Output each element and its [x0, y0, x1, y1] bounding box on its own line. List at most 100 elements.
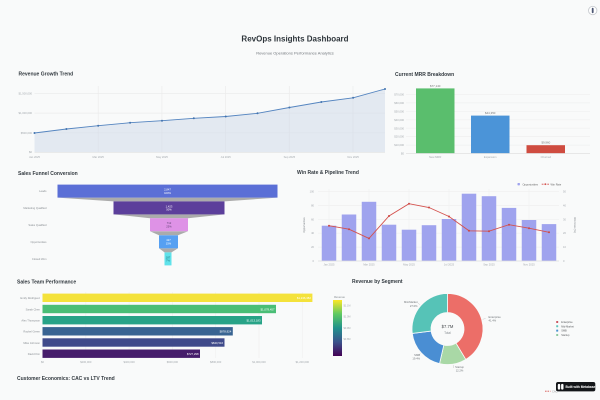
- svg-text:41.4%: 41.4%: [489, 319, 497, 323]
- svg-text:Jul 2025: Jul 2025: [444, 263, 455, 267]
- svg-text:$1,013,183: $1,013,183: [247, 319, 261, 323]
- svg-text:$40,000: $40,000: [394, 118, 404, 122]
- svg-text:Sales Team Performance: Sales Team Performance: [17, 280, 76, 286]
- svg-text:Revenue by Segment: Revenue by Segment: [352, 279, 403, 285]
- svg-text:25%: 25%: [166, 225, 172, 229]
- svg-text:2,847: 2,847: [164, 188, 171, 192]
- svg-text:15%: 15%: [166, 242, 172, 246]
- svg-text:$50,000: $50,000: [394, 109, 404, 113]
- svg-text:Emily Rodriguez: Emily Rodriguez: [20, 296, 40, 300]
- svg-text:Revenue: Revenue: [334, 295, 345, 299]
- svg-text:60: 60: [311, 217, 314, 221]
- svg-text:Rachel Green: Rachel Green: [23, 330, 40, 334]
- svg-text:$400,000: $400,000: [123, 360, 135, 364]
- svg-text:$500,000: $500,000: [21, 131, 33, 135]
- svg-text:$0: $0: [41, 360, 44, 364]
- svg-text:Opportunities: Opportunities: [302, 217, 306, 233]
- svg-text:$0.9M: $0.9M: [344, 327, 351, 330]
- svg-text:0: 0: [563, 259, 565, 263]
- svg-text:$1.1M: $1.1M: [344, 305, 351, 308]
- svg-text:Opportunities: Opportunities: [523, 183, 539, 187]
- svg-text:Mike Johnson: Mike Johnson: [23, 341, 40, 345]
- svg-text:$200,000: $200,000: [80, 360, 92, 364]
- svg-text:Expansion: Expansion: [484, 155, 497, 159]
- svg-text:Revenue Growth Trend: Revenue Growth Trend: [19, 72, 74, 78]
- svg-text:$20,000: $20,000: [394, 135, 404, 139]
- svg-text:Enterprise: Enterprise: [489, 315, 502, 319]
- svg-text:30: 30: [563, 217, 566, 221]
- svg-text:CAC: CAC: [552, 389, 558, 393]
- svg-text:Mid-Market: Mid-Market: [561, 325, 574, 328]
- svg-text:0: 0: [313, 259, 315, 263]
- svg-text:27.0%: 27.0%: [410, 304, 418, 308]
- svg-text:Mid-Market: Mid-Market: [404, 300, 418, 304]
- svg-text:Jan 2025: Jan 2025: [29, 155, 41, 159]
- svg-text:$0: $0: [401, 152, 404, 156]
- svg-text:Sarah Chen: Sarah Chen: [26, 307, 41, 311]
- svg-text:$7.7M: $7.7M: [442, 324, 454, 329]
- svg-text:Customer Economics: CAC vs LTV: Customer Economics: CAC vs LTV Trend: [17, 376, 115, 382]
- svg-text:New MRR: New MRR: [429, 155, 441, 159]
- svg-text:50%: 50%: [166, 208, 172, 212]
- svg-text:100: 100: [310, 190, 315, 194]
- svg-text:$0: $0: [29, 150, 32, 154]
- svg-text:$727,298: $727,298: [187, 352, 199, 356]
- svg-text:80: 80: [311, 203, 314, 207]
- svg-text:$0.8M: $0.8M: [344, 338, 351, 341]
- svg-text:$10,000: $10,000: [394, 143, 404, 147]
- svg-text:100%: 100%: [164, 191, 171, 195]
- svg-text:712: 712: [167, 221, 172, 225]
- svg-text:Win Rate & Pipeline Trend: Win Rate & Pipeline Trend: [297, 170, 359, 176]
- svg-text:Current MRR Breakdown: Current MRR Breakdown: [395, 72, 454, 78]
- svg-text:10: 10: [563, 245, 566, 249]
- svg-text:$1,200,000: $1,200,000: [296, 360, 310, 364]
- svg-text:Startup: Startup: [561, 334, 570, 337]
- svg-text:Mar 2025: Mar 2025: [363, 263, 375, 267]
- svg-text:$1.0M: $1.0M: [344, 316, 351, 319]
- svg-text:Win Rate: Win Rate: [551, 183, 562, 187]
- svg-text:$1,000,000: $1,000,000: [19, 111, 33, 115]
- svg-text:Leads: Leads: [39, 189, 47, 193]
- svg-text:$44,350: $44,350: [485, 111, 496, 115]
- svg-text:Enterprise: Enterprise: [561, 321, 573, 324]
- svg-text:427: 427: [166, 238, 171, 242]
- svg-text:Sales Qualified: Sales Qualified: [28, 223, 47, 227]
- svg-text:$600,000: $600,000: [167, 360, 179, 364]
- svg-text:SMB: SMB: [561, 330, 567, 333]
- svg-text:Startup: Startup: [455, 365, 464, 369]
- svg-text:Total: Total: [444, 331, 451, 335]
- svg-text:May 2025: May 2025: [156, 155, 168, 159]
- svg-text:$1,078,457: $1,078,457: [261, 307, 275, 311]
- svg-text:Closed Won: Closed Won: [32, 257, 47, 261]
- svg-text:$1,246,382: $1,246,382: [297, 296, 311, 300]
- svg-text:Churned: Churned: [541, 155, 552, 159]
- svg-text:$1,000,000: $1,000,000: [252, 360, 266, 364]
- svg-text:20: 20: [311, 245, 314, 249]
- svg-text:$60,000: $60,000: [394, 101, 404, 105]
- svg-text:40: 40: [311, 231, 314, 235]
- svg-text:40: 40: [563, 203, 566, 207]
- svg-text:Built with Metabase: Built with Metabase: [566, 385, 596, 389]
- svg-text:Revenue Operations Performance: Revenue Operations Performance Analytics: [256, 51, 334, 56]
- svg-text:Mar 2025: Mar 2025: [93, 155, 105, 159]
- svg-text:Sep 2025: Sep 2025: [284, 155, 296, 159]
- svg-text:50: 50: [563, 190, 566, 194]
- svg-text:Alex Thompson: Alex Thompson: [21, 319, 40, 323]
- svg-text:Sales Funnel Conversion: Sales Funnel Conversion: [18, 171, 78, 177]
- svg-text:$30,000: $30,000: [394, 126, 404, 130]
- svg-text:$70,000: $70,000: [394, 93, 404, 97]
- svg-text:Nov 2025: Nov 2025: [523, 263, 535, 267]
- svg-text:David Kim: David Kim: [28, 352, 41, 356]
- svg-text:SMB: SMB: [414, 353, 420, 357]
- svg-text:7%: 7%: [166, 259, 170, 263]
- svg-text:$1,500,000: $1,500,000: [19, 92, 33, 96]
- svg-text:$840,516: $840,516: [211, 341, 223, 345]
- svg-text:Win Rate (%): Win Rate (%): [573, 217, 577, 233]
- svg-text:20: 20: [563, 231, 566, 235]
- svg-text:$9,960: $9,960: [541, 141, 550, 145]
- svg-text:$800,000: $800,000: [210, 360, 222, 364]
- svg-text:19.4%: 19.4%: [412, 357, 420, 361]
- svg-text:$77,140: $77,140: [430, 84, 441, 88]
- svg-text:Jul 2025: Jul 2025: [221, 155, 232, 159]
- svg-text:Opportunities: Opportunities: [31, 240, 48, 244]
